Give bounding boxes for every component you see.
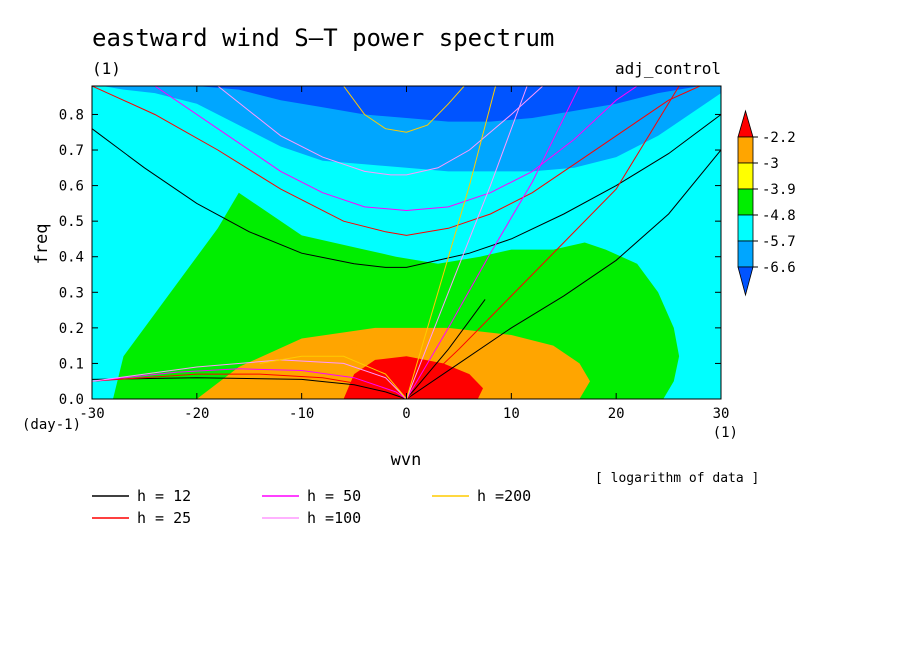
contour-band-top <box>92 86 721 122</box>
legend-label: h = 12 <box>137 487 191 505</box>
x-tick-label: -10 <box>289 406 314 422</box>
legend-label: h =100 <box>307 509 361 527</box>
y-tick-label: 0.3 <box>59 285 84 301</box>
x-axis-ticks: -30 -20 -10 0 10 20 30 <box>79 86 729 422</box>
y-axis-label: freq <box>32 224 52 265</box>
y-tick-label: 0.7 <box>59 143 84 159</box>
colorbar-segment <box>737 214 754 242</box>
y-tick-label: 0.6 <box>59 179 84 195</box>
curve-0-3 <box>92 377 407 399</box>
log-note: [ logarithm of data ] <box>595 471 759 486</box>
colorbar-label: -5.7 <box>762 234 796 250</box>
colorbar-segment <box>737 162 754 190</box>
chart-subtitle-left: (1) <box>92 59 121 78</box>
curve-2-1 <box>406 86 580 399</box>
legend: h = 12 h = 25 h = 50 h =100 h =200 <box>92 487 531 527</box>
colorbar: -2.2 -3 -3.9 -4.8 -5.7 -6.6 <box>737 109 796 297</box>
x-tick-label: -20 <box>184 406 209 422</box>
colorbar-label: -3.9 <box>762 182 796 198</box>
colorbar-label: -3 <box>762 156 779 172</box>
colorbar-bottom-arrow <box>737 266 754 297</box>
x-tick-label: -30 <box>79 406 104 422</box>
colorbar-label: -6.6 <box>762 260 796 276</box>
y-tick-label: 0.2 <box>59 321 84 337</box>
y-tick-label: 0.5 <box>59 214 84 230</box>
plot-area <box>92 86 721 399</box>
chart-title: eastward wind S–T power spectrum <box>92 24 554 52</box>
curve-4-0 <box>343 86 465 133</box>
curve-2-2 <box>92 368 407 399</box>
y-tick-label: 0.8 <box>59 107 84 123</box>
legend-label: h = 25 <box>137 509 191 527</box>
curve-1-1 <box>406 86 680 399</box>
colorbar-top-arrow <box>737 109 754 138</box>
x-tick-label: 30 <box>713 406 730 422</box>
chart-subtitle-right: adj_control <box>615 59 721 78</box>
y-axis-ticks: 0.0 0.1 0.2 0.3 0.4 0.5 0.6 0.7 0.8 <box>59 107 721 408</box>
curve-3-0 <box>217 86 544 176</box>
curve-0-1 <box>406 149 721 399</box>
legend-label: h =200 <box>477 487 531 505</box>
colorbar-label: -4.8 <box>762 208 796 224</box>
contour-fills <box>92 86 721 399</box>
y-axis-unit: (day-1) <box>22 417 81 433</box>
x-tick-label: 20 <box>608 406 625 422</box>
curve-1-0 <box>92 86 701 236</box>
curve-4-1 <box>406 86 497 399</box>
curve-4-2 <box>259 355 407 399</box>
curve-3-2 <box>92 359 407 399</box>
colorbar-segment <box>737 188 754 216</box>
legend-label: h = 50 <box>307 487 361 505</box>
y-tick-label: 0.1 <box>59 356 84 372</box>
x-axis-label: wvn <box>391 450 422 470</box>
colorbar-segment <box>737 136 754 164</box>
curve-1-2 <box>92 373 407 399</box>
colorbar-segment <box>737 240 754 268</box>
curve-0-2 <box>406 299 486 399</box>
y-tick-label: 0.0 <box>59 392 84 408</box>
dispersion-curves <box>92 86 721 399</box>
x-tick-label: 10 <box>503 406 520 422</box>
y-tick-label: 0.4 <box>59 250 84 266</box>
curve-3-1 <box>406 86 528 399</box>
curve-0-0 <box>92 114 721 268</box>
x-tick-label: 0 <box>402 406 410 422</box>
curve-2-0 <box>154 86 638 212</box>
x-axis-unit: (1) <box>713 425 738 441</box>
colorbar-label: -2.2 <box>762 130 796 146</box>
